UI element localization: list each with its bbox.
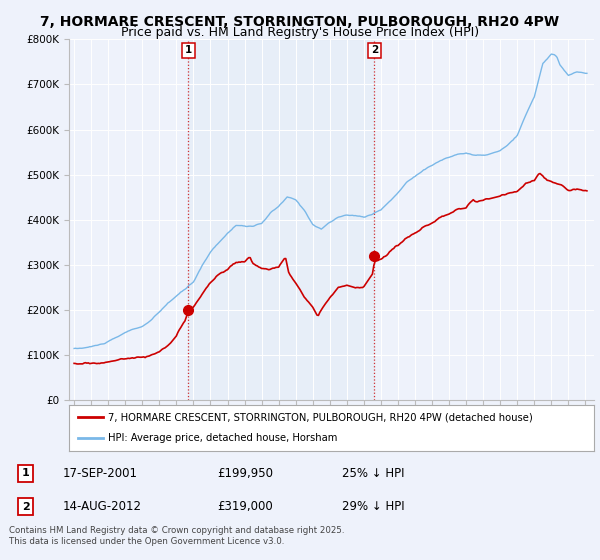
Text: 1: 1 xyxy=(22,468,29,478)
Text: 2: 2 xyxy=(22,502,29,512)
Text: 17-SEP-2001: 17-SEP-2001 xyxy=(62,466,137,480)
Text: 7, HORMARE CRESCENT, STORRINGTON, PULBOROUGH, RH20 4PW: 7, HORMARE CRESCENT, STORRINGTON, PULBOR… xyxy=(40,15,560,29)
Text: 25% ↓ HPI: 25% ↓ HPI xyxy=(341,466,404,480)
Text: 14-AUG-2012: 14-AUG-2012 xyxy=(62,500,142,514)
Text: 2: 2 xyxy=(371,45,378,55)
Bar xyxy=(188,39,374,400)
Text: £199,950: £199,950 xyxy=(217,466,273,480)
Text: Contains HM Land Registry data © Crown copyright and database right 2025.
This d: Contains HM Land Registry data © Crown c… xyxy=(9,526,344,546)
Text: Price paid vs. HM Land Registry's House Price Index (HPI): Price paid vs. HM Land Registry's House … xyxy=(121,26,479,39)
Text: 29% ↓ HPI: 29% ↓ HPI xyxy=(341,500,404,514)
Text: HPI: Average price, detached house, Horsham: HPI: Average price, detached house, Hors… xyxy=(109,433,338,444)
Text: £319,000: £319,000 xyxy=(217,500,272,514)
Text: 1: 1 xyxy=(185,45,192,55)
Text: 7, HORMARE CRESCENT, STORRINGTON, PULBOROUGH, RH20 4PW (detached house): 7, HORMARE CRESCENT, STORRINGTON, PULBOR… xyxy=(109,412,533,422)
